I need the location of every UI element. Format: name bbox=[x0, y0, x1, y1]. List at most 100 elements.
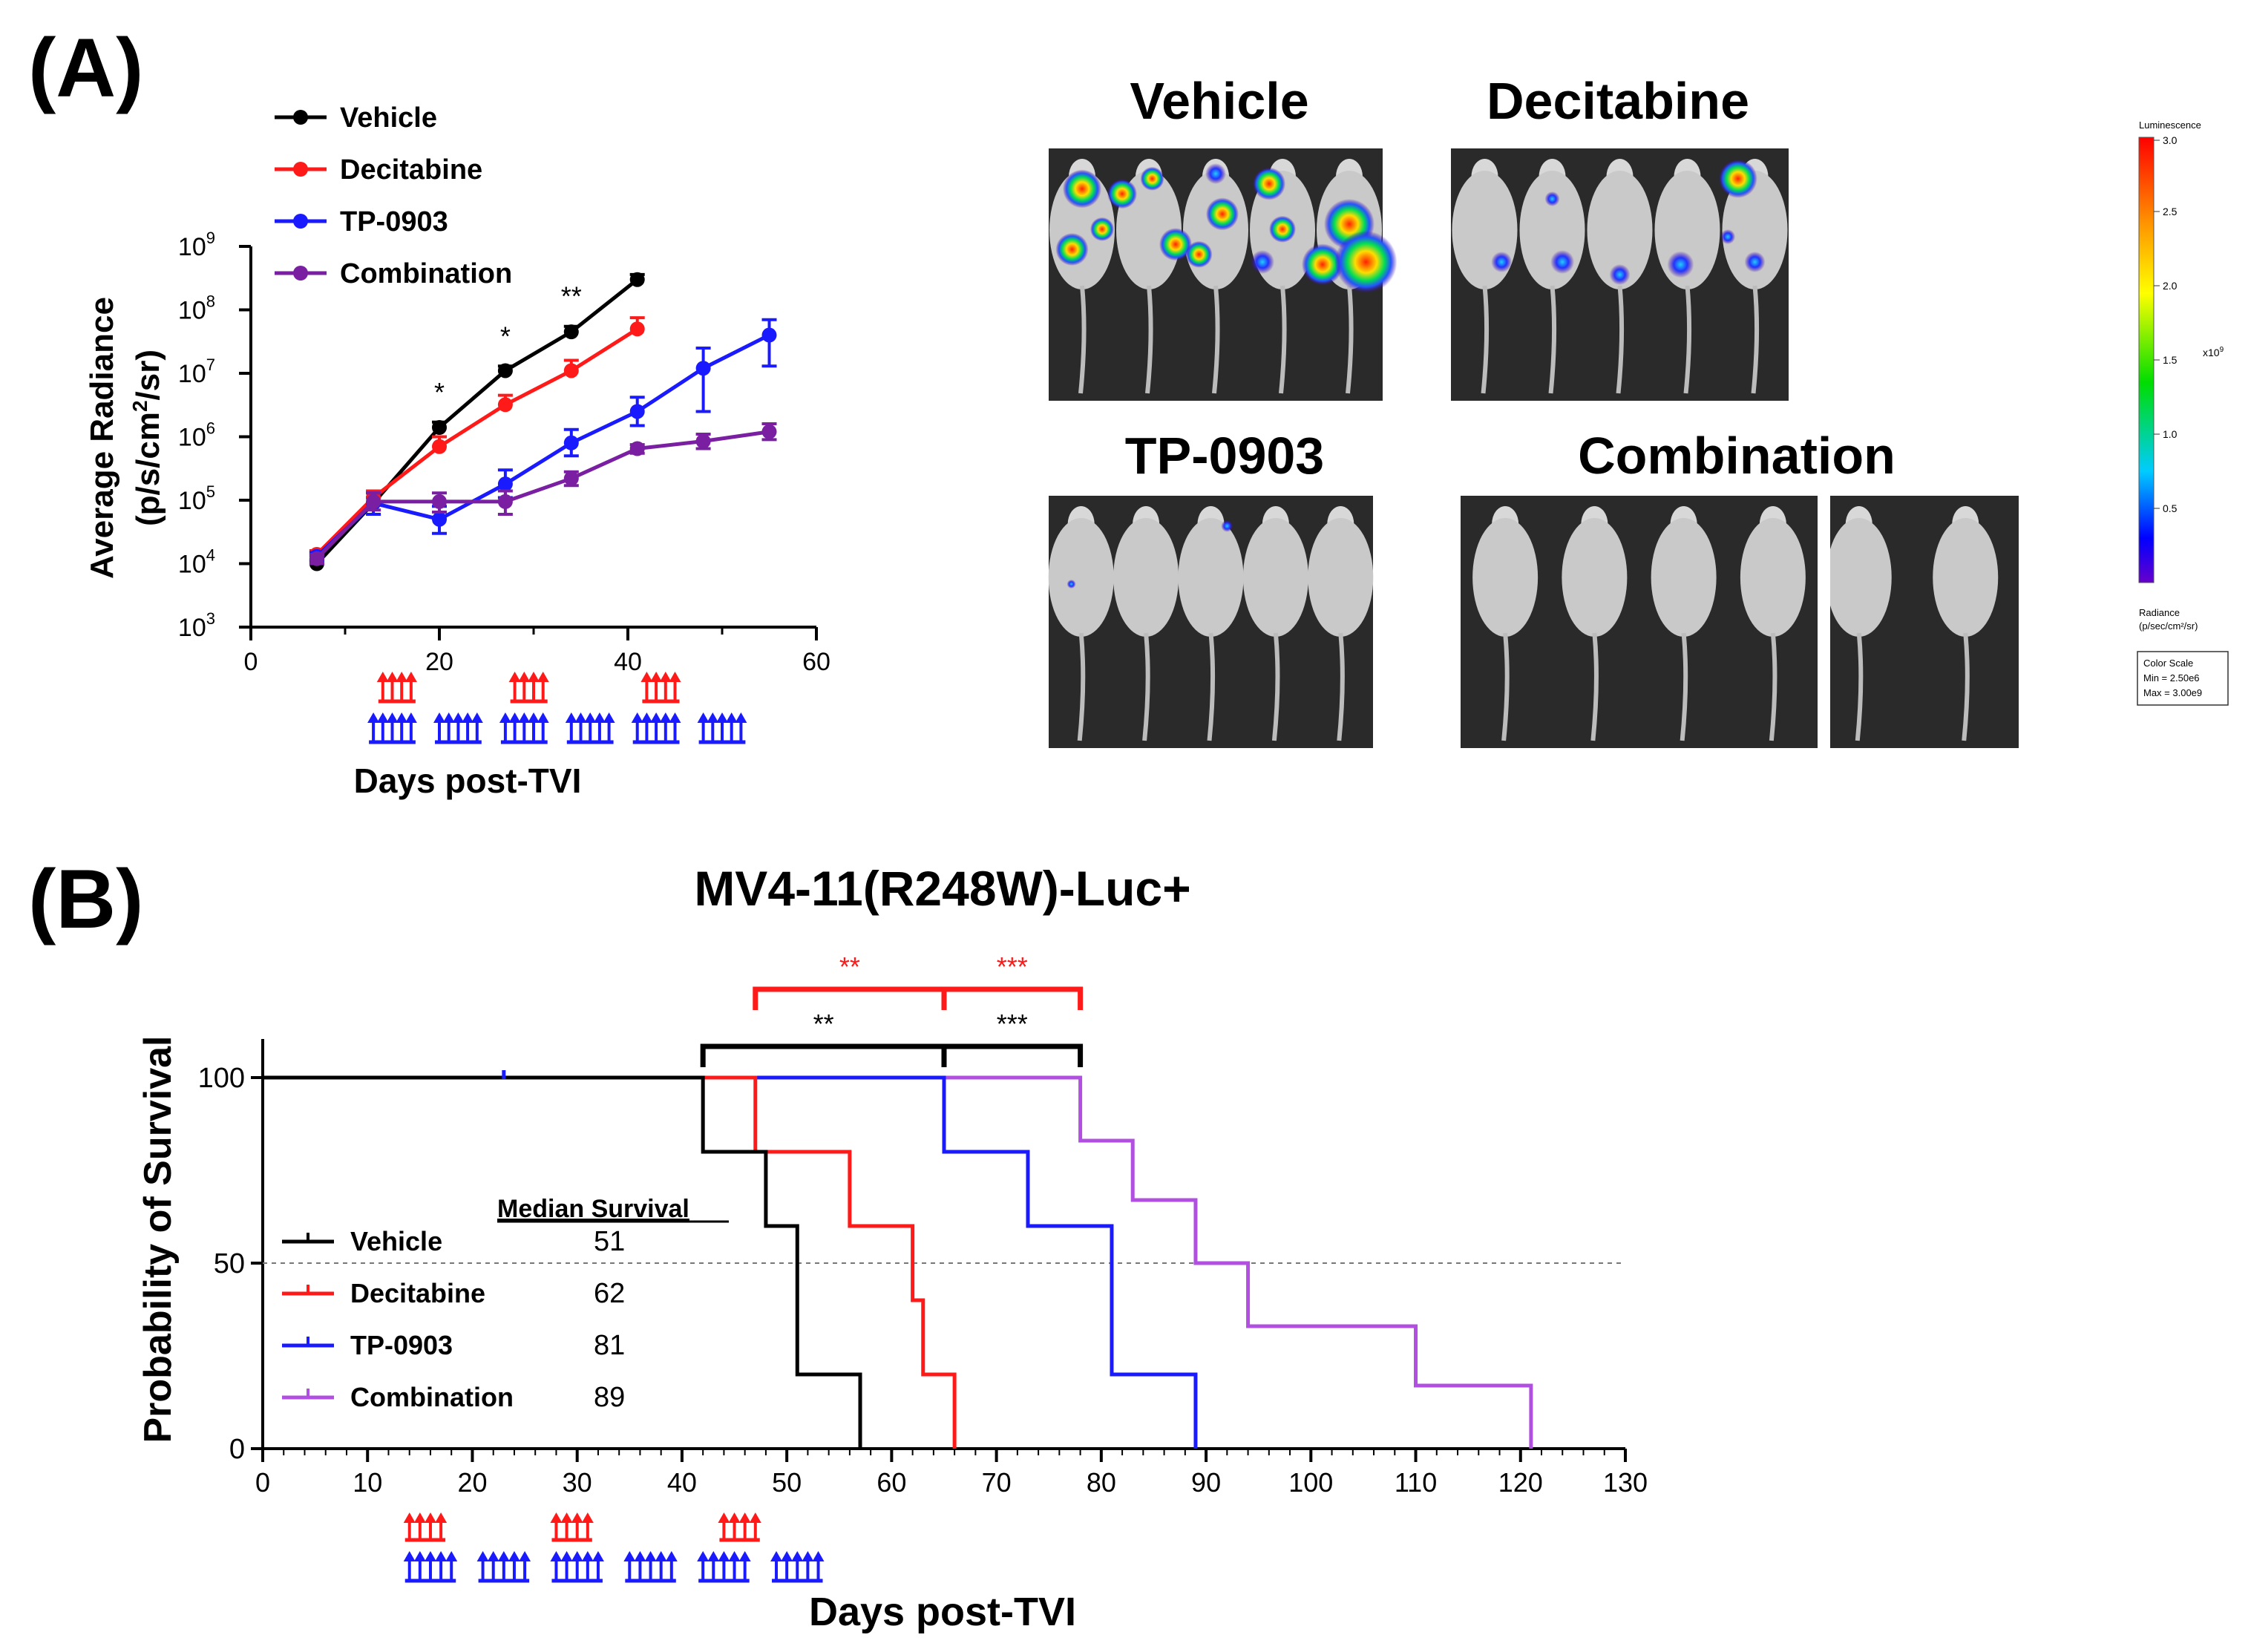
colorbar-tick-label: 3.0 bbox=[2163, 134, 2178, 146]
image-vehicle-mice bbox=[1049, 148, 1398, 401]
chart-b-xtick-label: 30 bbox=[563, 1467, 592, 1498]
legend-label: Vehicle bbox=[340, 102, 437, 134]
dosing-arrow-head bbox=[497, 1551, 510, 1561]
dosing-arrow-head bbox=[584, 712, 597, 723]
signal-spot bbox=[1609, 264, 1631, 285]
mouse-body bbox=[1178, 518, 1244, 637]
chart-a-ylabel-units: (p/s/cm2/sr) bbox=[128, 350, 166, 526]
mouse bbox=[1587, 159, 1653, 394]
panel-label-a: (A) bbox=[28, 22, 143, 114]
legend-label: Decitabine bbox=[340, 154, 482, 186]
legend-median: 81 bbox=[594, 1330, 625, 1361]
chart-a-ytick-label: 108 bbox=[178, 292, 215, 325]
chart-b-xtick-label: 40 bbox=[667, 1467, 697, 1498]
signal-spot bbox=[1205, 163, 1226, 184]
significance-bracket bbox=[941, 986, 1084, 1010]
chart-a-legend: Vehicle Decitabine TP-0903 Combination bbox=[275, 102, 512, 289]
dosing-arrow-head bbox=[650, 712, 663, 723]
mouse-tail bbox=[1077, 632, 1086, 741]
dosing-arrow-head bbox=[574, 712, 587, 723]
mouse bbox=[1178, 506, 1244, 741]
data-point bbox=[563, 324, 579, 340]
series-combination bbox=[309, 422, 777, 566]
dosing-arrow-head bbox=[424, 1551, 436, 1561]
dosing-arrow-head bbox=[640, 712, 653, 723]
dosing-arrow-head bbox=[550, 1512, 563, 1523]
dosing-arrow-head bbox=[738, 1551, 751, 1561]
dosing-arrow-head bbox=[603, 712, 615, 723]
significance-bracket bbox=[700, 1043, 947, 1067]
legend-marker bbox=[293, 110, 308, 125]
dosing-arrow-head bbox=[435, 1551, 448, 1561]
mouse bbox=[1472, 506, 1539, 741]
series-line bbox=[315, 333, 770, 558]
data-point bbox=[629, 272, 645, 287]
mouse-tail bbox=[1078, 285, 1087, 394]
signal-spot bbox=[1066, 580, 1076, 589]
dosing-arrow-head bbox=[537, 712, 549, 723]
signal-spot bbox=[1720, 229, 1736, 244]
bioluminescence-images: Vehicle Decitabine TP-0903 Combination L… bbox=[1048, 72, 2229, 748]
dosing-arrow-head bbox=[571, 1551, 583, 1561]
colorbar-radiance-units: (p/sec/cm²/sr) bbox=[2139, 620, 2198, 632]
mouse-tail bbox=[1590, 632, 1599, 741]
survival-curve-decitabine bbox=[263, 1075, 957, 1449]
dosing-arrow-head bbox=[403, 1512, 416, 1523]
chart-b-xtick-label: 60 bbox=[877, 1467, 906, 1498]
legend-median: 89 bbox=[594, 1382, 625, 1413]
mouse-body bbox=[1740, 518, 1806, 637]
data-point bbox=[563, 363, 579, 378]
dosing-arrow-head bbox=[735, 712, 747, 723]
data-point bbox=[629, 441, 645, 456]
dosing-arrow-head bbox=[404, 672, 417, 682]
dosing-arrow-head bbox=[707, 712, 719, 723]
legend-marker bbox=[293, 162, 308, 177]
chart-b-ytick-label: 50 bbox=[214, 1248, 245, 1279]
mouse-tail bbox=[1855, 632, 1864, 741]
image-combination-mice bbox=[1461, 496, 2019, 748]
significance-stars: *** bbox=[997, 951, 1028, 982]
data-point bbox=[497, 397, 513, 413]
data-point bbox=[497, 494, 513, 509]
colorbar-tick-label: 1.5 bbox=[2163, 354, 2178, 366]
colorbar-radiance-label: Radiance bbox=[2139, 607, 2180, 618]
dosing-arrow-head bbox=[802, 1551, 814, 1561]
legend-label: Combination bbox=[340, 258, 512, 289]
dosing-arrow-head bbox=[581, 1551, 594, 1561]
signal-spot bbox=[1550, 250, 1575, 274]
dosing-arrow-head bbox=[376, 712, 389, 723]
dosing-arrow-head bbox=[518, 672, 531, 682]
mouse-tail bbox=[1962, 632, 1970, 741]
dosing-arrow-head bbox=[718, 1551, 730, 1561]
data-point bbox=[309, 551, 324, 566]
chart-a-ytick-label: 106 bbox=[178, 419, 215, 452]
dosing-arrow-head bbox=[413, 1512, 426, 1523]
mouse-body bbox=[1722, 171, 1788, 289]
mouse-tail bbox=[1212, 285, 1220, 394]
dosing-arrow-head bbox=[433, 712, 445, 723]
image-label-vehicle: Vehicle bbox=[1130, 72, 1308, 130]
chart-b-series bbox=[263, 1070, 1533, 1449]
dosing-arrow-head bbox=[631, 712, 643, 723]
legend-median: 62 bbox=[594, 1278, 625, 1309]
dosing-arrow-head bbox=[508, 1551, 520, 1561]
data-point bbox=[563, 435, 579, 450]
dosing-arrow-head bbox=[725, 712, 738, 723]
signal-spot bbox=[1185, 240, 1213, 268]
colorbar-tick-label: 1.0 bbox=[2163, 428, 2178, 440]
mouse bbox=[1113, 506, 1179, 741]
signal-spot bbox=[1140, 166, 1164, 191]
chart-b-xtick-label: 70 bbox=[982, 1467, 1012, 1498]
dosing-arrow-head bbox=[655, 1551, 667, 1561]
dosing-arrow-head bbox=[623, 1551, 636, 1561]
survival-curve-tp-0903 bbox=[263, 1075, 1198, 1449]
colorbar-gradient bbox=[2138, 137, 2155, 583]
dosing-arrow-head bbox=[707, 1551, 720, 1561]
mouse-body bbox=[1933, 518, 1999, 637]
dosing-arrow-head bbox=[560, 1512, 573, 1523]
series-decitabine bbox=[309, 316, 645, 563]
dosing-arrow-head bbox=[634, 1551, 646, 1561]
mouse-tail bbox=[1616, 285, 1625, 394]
